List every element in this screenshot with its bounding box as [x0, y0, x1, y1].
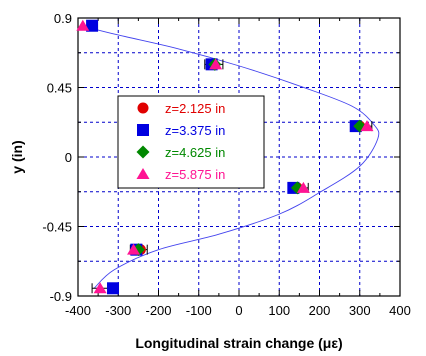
legend-label-1: z=2.125 in	[165, 101, 225, 116]
data-point-series-4	[209, 58, 223, 70]
x-tick-labels: -400 -300 -200 -100 0 100 200 300 400	[65, 303, 411, 318]
legend-marker-3	[136, 145, 150, 159]
y-tick-label: -0.45	[42, 220, 72, 235]
legend-label-2: z=3.375 in	[165, 123, 225, 138]
data-point-series-2	[107, 282, 120, 295]
fit-curve-group	[81, 25, 380, 289]
data-point-series-4	[93, 282, 107, 294]
x-tick-label: 0	[235, 303, 242, 318]
x-tick-label: 400	[389, 303, 411, 318]
y-tick-labels: -0.9 -0.45 0 0.45 0.9	[42, 11, 72, 304]
data-point-series-4	[360, 120, 374, 132]
y-tick-label: -0.9	[50, 289, 72, 304]
tick-marks	[77, 17, 401, 297]
x-tick-label: 300	[349, 303, 371, 318]
data-point-series-2	[86, 19, 99, 32]
x-tick-label: 100	[268, 303, 290, 318]
legend-marker-4	[136, 168, 150, 179]
y-tick-label: 0.9	[54, 11, 72, 26]
legend-label-3: z=4.625 in	[165, 145, 225, 160]
legend-label-4: z=5.875 in	[165, 167, 225, 182]
legend-marker-1	[137, 102, 149, 114]
x-tick-label: 200	[309, 303, 331, 318]
legend-marker-2	[137, 124, 149, 136]
legend-entries: z=2.125 in z=3.375 in z=4.625 in z=5.875 in	[136, 101, 225, 182]
data-markers	[76, 19, 374, 295]
y-tick-label: 0	[65, 150, 72, 165]
x-tick-label: -400	[65, 303, 91, 318]
data-point-series-4	[127, 243, 141, 255]
legend: z=2.125 in z=3.375 in z=4.625 in z=5.875 in	[117, 95, 265, 189]
x-tick-label: -300	[105, 303, 131, 318]
x-tick-label: -200	[145, 303, 171, 318]
y-tick-label: 0.45	[47, 81, 72, 96]
data-point-series-4	[76, 19, 90, 31]
x-axis-title: Longitudinal strain change (με)	[135, 335, 342, 351]
fit-curve	[81, 25, 380, 289]
y-axis-title: y (in)	[9, 140, 25, 173]
x-tick-label: -100	[186, 303, 212, 318]
data-point-series-4	[296, 181, 310, 193]
